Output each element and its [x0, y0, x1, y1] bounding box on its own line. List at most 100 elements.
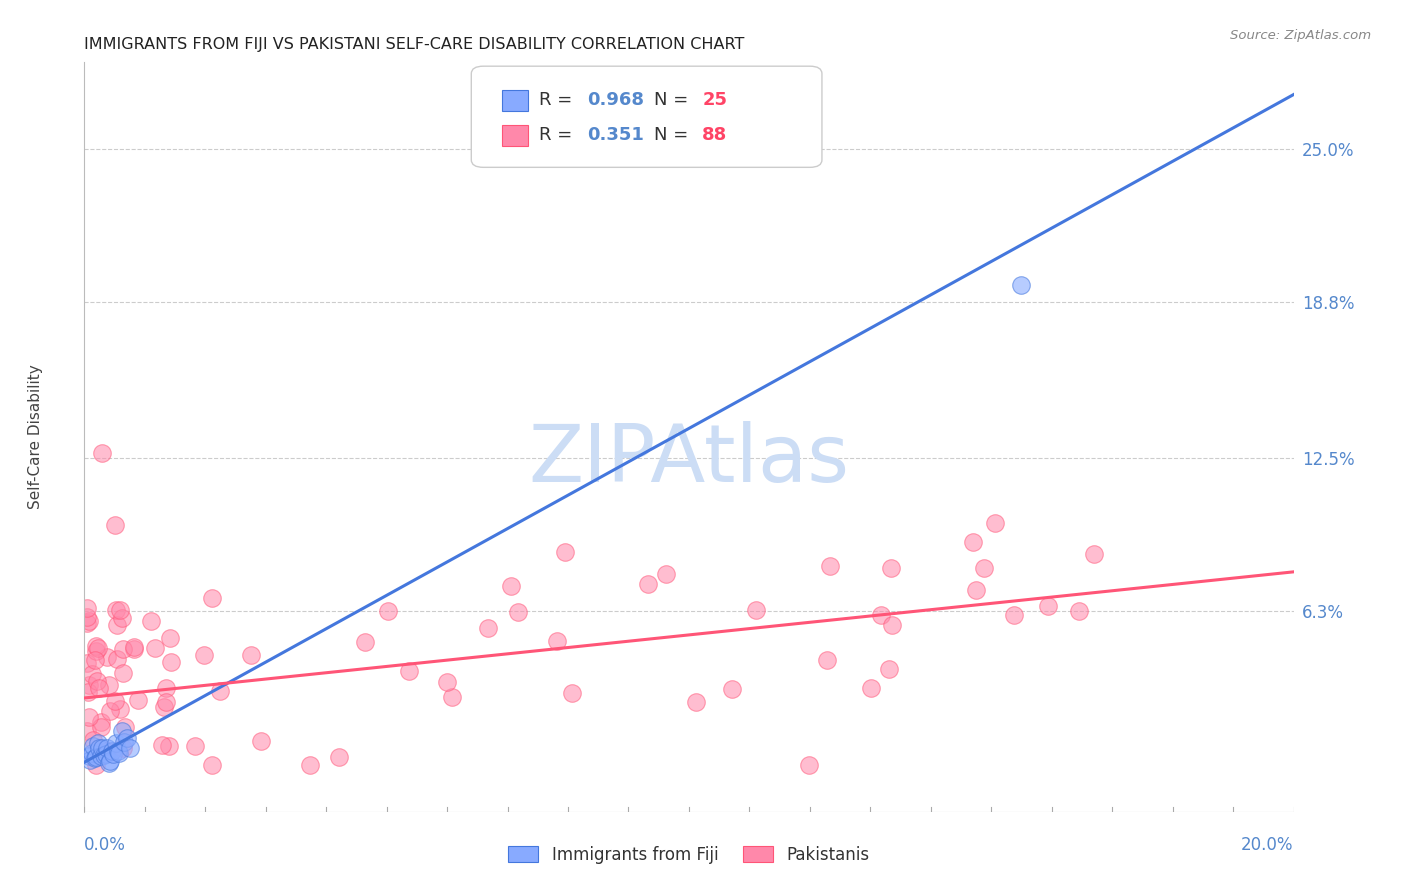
- Point: [145, 641, 167, 656]
- Point: [353, 635, 375, 649]
- Point: [111, 665, 134, 680]
- Point: [637, 577, 659, 591]
- Point: [882, 618, 904, 632]
- Point: [86, 750, 108, 764]
- Point: [89, 681, 111, 695]
- Point: [155, 695, 177, 709]
- Point: [94, 747, 117, 761]
- Point: [1011, 278, 1033, 293]
- Point: [104, 694, 127, 708]
- Point: [96, 744, 118, 758]
- Point: [100, 744, 122, 758]
- Point: [111, 723, 134, 738]
- Point: [561, 686, 583, 700]
- Point: [105, 617, 128, 632]
- Point: [112, 735, 135, 749]
- Point: [76, 656, 98, 670]
- Text: N =: N =: [654, 126, 695, 145]
- Point: [436, 675, 458, 690]
- Point: [96, 740, 118, 755]
- Point: [87, 640, 110, 655]
- Point: [139, 615, 162, 629]
- Point: [90, 720, 112, 734]
- Point: [84, 653, 107, 667]
- Point: [127, 692, 149, 706]
- Point: [398, 664, 420, 678]
- Text: R =: R =: [538, 91, 578, 109]
- Point: [1069, 604, 1091, 618]
- Point: [112, 741, 135, 756]
- Point: [76, 610, 98, 624]
- Point: [153, 699, 176, 714]
- Point: [193, 648, 215, 663]
- Point: [965, 583, 987, 598]
- Point: [76, 601, 98, 615]
- Point: [201, 591, 224, 605]
- Point: [112, 642, 135, 657]
- Point: [869, 607, 891, 622]
- Point: [97, 756, 120, 770]
- Point: [89, 741, 111, 756]
- Point: [1002, 608, 1025, 623]
- Point: [721, 681, 744, 696]
- Point: [104, 603, 127, 617]
- Point: [86, 644, 108, 658]
- Point: [159, 631, 181, 645]
- Point: [76, 616, 98, 631]
- Point: [84, 639, 107, 653]
- Point: [860, 681, 883, 695]
- Point: [815, 653, 838, 667]
- FancyBboxPatch shape: [502, 90, 529, 112]
- Point: [110, 702, 132, 716]
- Point: [97, 678, 120, 692]
- Point: [377, 604, 399, 618]
- Point: [155, 681, 177, 695]
- Text: 88: 88: [702, 126, 727, 145]
- Point: [328, 750, 350, 764]
- Point: [797, 757, 820, 772]
- Point: [877, 662, 900, 676]
- Point: [76, 723, 98, 738]
- Point: [208, 684, 231, 698]
- Point: [820, 558, 842, 573]
- Point: [440, 690, 463, 705]
- Point: [115, 731, 138, 746]
- Point: [477, 621, 499, 635]
- Point: [962, 535, 984, 549]
- Point: [160, 655, 183, 669]
- Text: 0.351: 0.351: [588, 126, 644, 145]
- FancyBboxPatch shape: [471, 66, 823, 168]
- Point: [157, 739, 180, 753]
- Point: [124, 641, 146, 656]
- Text: 0.968: 0.968: [588, 91, 644, 109]
- Point: [111, 610, 134, 624]
- Point: [880, 561, 903, 575]
- Point: [107, 744, 129, 758]
- Point: [122, 640, 145, 654]
- Text: N =: N =: [654, 91, 695, 109]
- Point: [79, 753, 101, 767]
- Point: [98, 704, 121, 718]
- Point: [90, 715, 112, 730]
- Text: Self-Care Disability: Self-Care Disability: [28, 365, 44, 509]
- Text: 0.0%: 0.0%: [84, 837, 127, 855]
- Point: [90, 749, 112, 764]
- Point: [118, 740, 141, 755]
- Point: [80, 666, 103, 681]
- Point: [82, 739, 104, 753]
- Text: IMMIGRANTS FROM FIJI VS PAKISTANI SELF-CARE DISABILITY CORRELATION CHART: IMMIGRANTS FROM FIJI VS PAKISTANI SELF-C…: [84, 37, 745, 52]
- Point: [201, 757, 224, 772]
- FancyBboxPatch shape: [502, 126, 529, 146]
- Text: R =: R =: [538, 126, 578, 145]
- Legend: Immigrants from Fiji, Pakistanis: Immigrants from Fiji, Pakistanis: [502, 839, 876, 871]
- Text: Source: ZipAtlas.com: Source: ZipAtlas.com: [1230, 29, 1371, 43]
- Point: [150, 739, 173, 753]
- Point: [984, 516, 1007, 530]
- Point: [554, 545, 576, 559]
- Point: [91, 741, 114, 756]
- Point: [79, 710, 101, 724]
- Point: [77, 748, 100, 763]
- Point: [685, 695, 707, 709]
- Point: [108, 747, 131, 761]
- Point: [501, 579, 523, 593]
